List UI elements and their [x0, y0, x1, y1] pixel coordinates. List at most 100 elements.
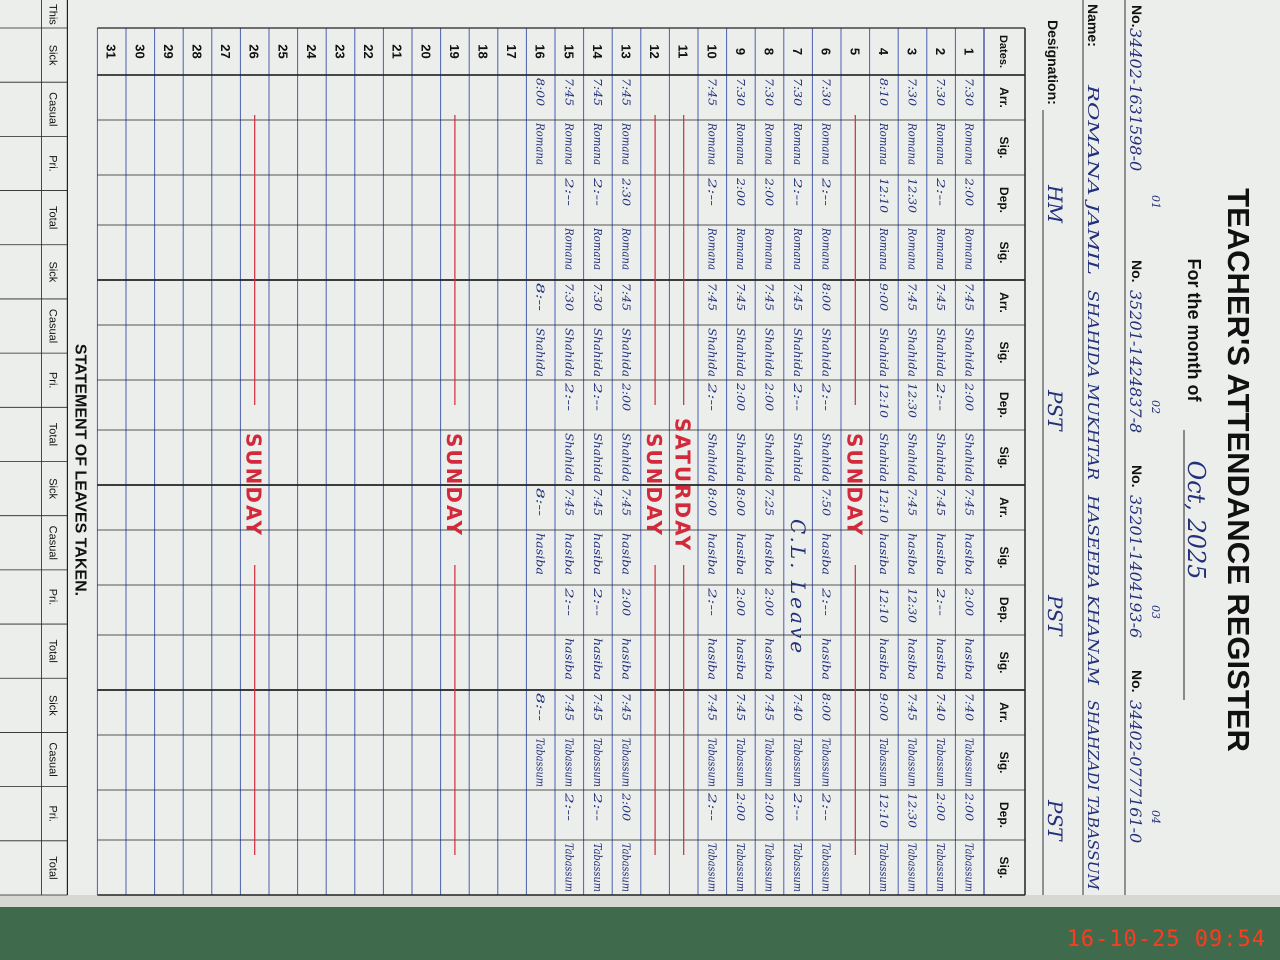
cell-entry: Tabassum	[705, 738, 718, 787]
cell-entry: 7:45	[906, 283, 919, 311]
cell-entry: hasiba	[734, 533, 747, 575]
cell-entry: Romana	[763, 122, 776, 165]
cell-entry: 7:45	[934, 488, 947, 516]
cell-entry: Shahida	[791, 328, 804, 377]
cell-entry: 2:00	[620, 382, 633, 411]
cell-entry: 12:30	[906, 793, 919, 828]
column-header: Sig.	[997, 546, 1011, 568]
cell-entry: hasiba	[620, 533, 633, 575]
leaves-column: Sick	[46, 695, 58, 716]
teacher-number: 35201-1404193-6	[1126, 495, 1145, 638]
cell-entry: Romana	[705, 122, 718, 165]
cell-entry: Shahida	[562, 433, 575, 482]
leaves-column: Pri.	[46, 805, 58, 822]
cell-entry: Romana	[705, 227, 718, 270]
cell-entry: Shahida	[877, 433, 890, 482]
teacher-name: HASEEBA KHANAM	[1084, 494, 1102, 686]
cell-entry: Romana	[734, 122, 747, 165]
cell-entry: Shahida	[877, 328, 890, 377]
cell-entry: Romana	[734, 227, 747, 270]
cell-entry: Tabassum	[791, 843, 804, 892]
no-label: No.	[1129, 260, 1145, 283]
column-header: Sig.	[997, 341, 1011, 363]
cell-entry: 7:25	[763, 488, 776, 516]
cell-entry: Romana	[963, 227, 976, 270]
cell-entry: 2:--	[705, 586, 718, 616]
column-header: Arr.	[997, 497, 1011, 518]
cell-entry: Tabassum	[791, 738, 804, 787]
column-header: Arr.	[997, 292, 1011, 313]
designation: PST	[1043, 594, 1067, 637]
cell-entry: Tabassum	[591, 738, 604, 787]
date: 3	[905, 48, 920, 55]
cell-entry: hasiba	[906, 533, 919, 575]
cell-entry: 7:30	[791, 78, 804, 106]
cell-entry: Romana	[934, 227, 947, 270]
date: 15	[561, 44, 576, 58]
cell-entry: 2:00	[963, 382, 976, 411]
designation-label: Designation:	[1045, 20, 1061, 105]
cell-entry: Shahida	[820, 433, 833, 482]
cell-entry: 7:45	[591, 78, 604, 106]
cell-entry: 7:45	[705, 283, 718, 311]
cell-entry: Tabassum	[562, 738, 575, 787]
title: TEACHER'S ATTENDANCE REGISTER	[1221, 188, 1256, 752]
cell-entry: 2:00	[620, 587, 633, 616]
cell-entry: 2:00	[734, 587, 747, 616]
cell-entry: 12:30	[906, 383, 919, 418]
cell-entry: Shahida	[705, 328, 718, 377]
cell-entry: 2:00	[763, 177, 776, 206]
cell-entry: 2:00	[963, 792, 976, 821]
cell-entry: hasiba	[763, 638, 776, 680]
cell-entry: 8:00	[534, 78, 547, 106]
cell-entry: 2:--	[791, 791, 804, 821]
date: 5	[847, 48, 862, 55]
cell-entry: Shahida	[591, 433, 604, 482]
date: 8	[762, 48, 777, 55]
date: 21	[390, 44, 405, 58]
teacher-index: 02	[1149, 400, 1162, 414]
day-stamp: SUNDAY	[242, 433, 266, 537]
cell-entry: hasiba	[963, 638, 976, 680]
column-header: Arr.	[997, 702, 1011, 723]
name-label: Name:	[1085, 4, 1101, 47]
cell-entry: Tabassum	[763, 843, 776, 892]
day-stamp: SUNDAY	[842, 433, 866, 537]
cell-entry: Romana	[791, 227, 804, 270]
cell-entry: 2:00	[763, 587, 776, 616]
cell-entry: 12:10	[877, 793, 890, 828]
no-label: No.	[1129, 670, 1145, 693]
cell-entry: 2:--	[591, 176, 604, 206]
leaves-first-column: This	[46, 4, 58, 25]
cell-entry: Tabassum	[734, 843, 747, 892]
cell-entry: 2:00	[734, 177, 747, 206]
cell-entry: Romana	[591, 227, 604, 270]
cell-entry: 2:00	[963, 177, 976, 206]
photo-timestamp: 16-10-25 09:54	[1066, 927, 1266, 952]
date: 29	[161, 44, 176, 58]
leaves-column: Pri.	[46, 372, 58, 389]
cell-entry: 7:45	[963, 488, 976, 516]
cell-entry: 2:--	[934, 586, 947, 616]
cell-entry: 7:45	[734, 693, 747, 721]
cell-entry: Romana	[791, 122, 804, 165]
cell-entry: 2:30	[620, 177, 633, 206]
leaves-column: Total	[46, 856, 58, 879]
cell-entry: Romana	[934, 122, 947, 165]
date: 17	[504, 44, 519, 58]
cell-entry: 7:40	[791, 693, 804, 721]
column-header: Sig.	[997, 651, 1011, 673]
cell-entry: Shahida	[906, 328, 919, 377]
date: 19	[447, 44, 462, 58]
cell-entry: Romana	[820, 122, 833, 165]
cell-entry: 8:10	[877, 78, 890, 106]
date: 6	[819, 48, 834, 55]
day-stamp: SUNDAY	[642, 433, 666, 537]
cell-entry: 2:--	[562, 381, 575, 411]
date: 14	[590, 44, 605, 59]
dates-header: Dates.	[997, 35, 1009, 68]
cell-entry: Shahida	[763, 433, 776, 482]
cell-entry: 2:--	[820, 176, 833, 206]
